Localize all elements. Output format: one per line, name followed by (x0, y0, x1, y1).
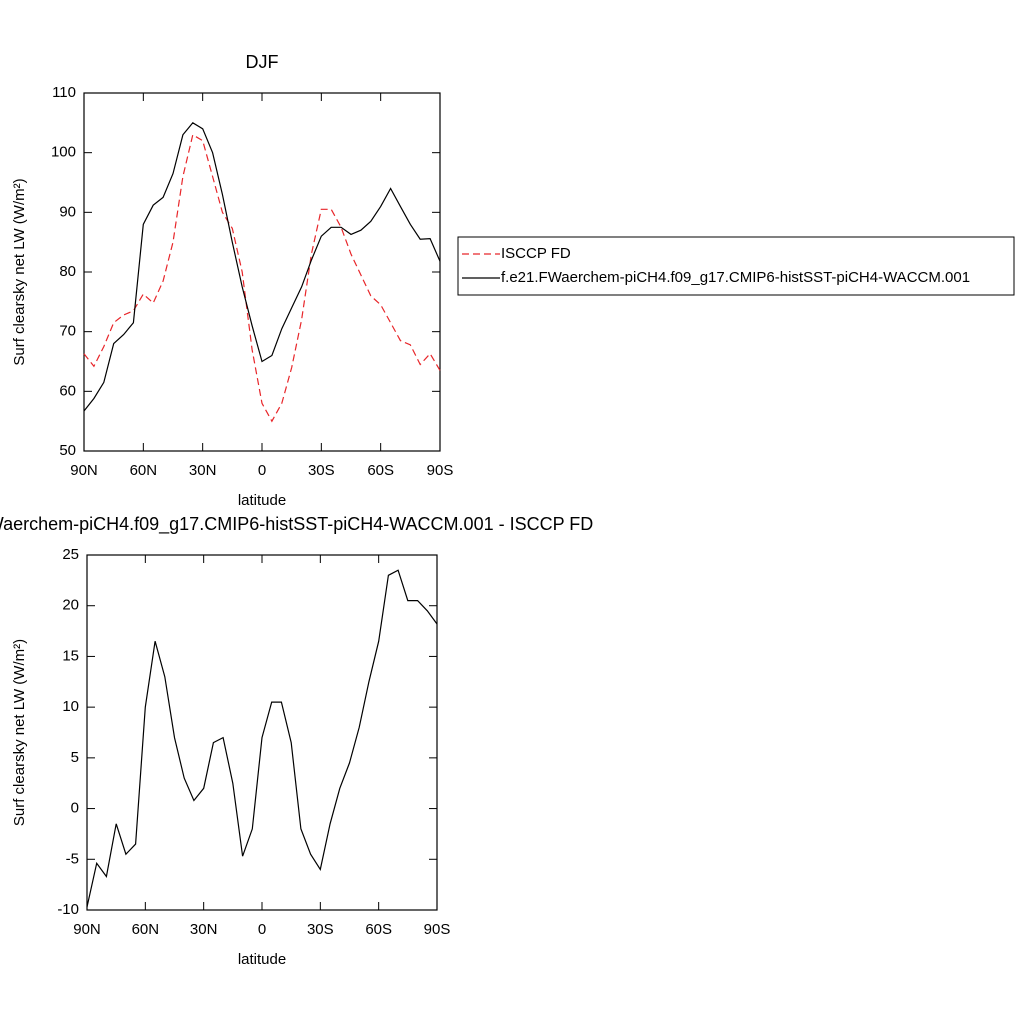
y-tick-label: 60 (59, 382, 76, 399)
legend-box (457, 236, 1015, 296)
x-axis-label: latitude (238, 492, 286, 509)
x-tick-label: 0 (258, 921, 266, 938)
plot-frame (83, 92, 441, 452)
x-tick-label: 60N (130, 462, 158, 479)
y-axis-label: Surf clearsky net LW (W/m²) (11, 639, 28, 826)
y-tick-label: 70 (59, 323, 76, 340)
chart-title: f.e21.FWaerchem-piCH4.f09_g17.CMIP6-hist… (0, 514, 593, 535)
data-line (83, 122, 441, 412)
y-tick-label: 0 (71, 800, 79, 817)
x-tick-label: 30N (189, 462, 217, 479)
plot-frame (86, 554, 438, 911)
x-tick-label: 60N (132, 921, 160, 938)
y-tick-label: 15 (62, 647, 79, 664)
y-tick-label: 110 (52, 84, 76, 101)
y-tick-label: 20 (62, 597, 79, 614)
y-tick-label: -5 (66, 850, 79, 867)
x-tick-label: 30N (190, 921, 218, 938)
y-tick-label: -10 (57, 901, 79, 918)
x-tick-label: 60S (365, 921, 392, 938)
x-tick-label: 0 (258, 462, 266, 479)
y-tick-label: 25 (62, 546, 79, 563)
x-tick-label: 90S (424, 921, 451, 938)
y-tick-label: 50 (59, 442, 76, 459)
y-tick-label: 5 (71, 749, 79, 766)
data-line (83, 133, 441, 423)
x-tick-label: 60S (367, 462, 394, 479)
x-tick-label: 90N (73, 921, 101, 938)
x-tick-label: 30S (308, 462, 335, 479)
x-axis-label: latitude (238, 951, 286, 968)
x-tick-label: 30S (307, 921, 334, 938)
y-axis-label: Surf clearsky net LW (W/m²) (11, 178, 28, 365)
data-line (86, 569, 438, 908)
y-tick-label: 80 (59, 263, 76, 280)
legend-label: ISCCP FD (501, 245, 571, 262)
legend-label: f.e21.FWaerchem-piCH4.f09_g17.CMIP6-hist… (501, 269, 970, 286)
x-tick-label: 90S (427, 462, 454, 479)
y-tick-label: 100 (51, 144, 76, 161)
y-tick-label: 10 (62, 698, 79, 715)
y-tick-label: 90 (59, 203, 76, 220)
chart-title: DJF (246, 52, 279, 72)
x-tick-label: 90N (70, 462, 98, 479)
